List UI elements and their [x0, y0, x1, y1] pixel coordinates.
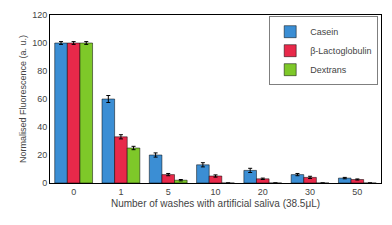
- svg-text:β-Lactoglobulin: β-Lactoglobulin: [310, 46, 371, 56]
- svg-text:50: 50: [352, 187, 362, 197]
- svg-text:Dextrans: Dextrans: [310, 65, 347, 75]
- svg-text:0: 0: [71, 187, 76, 197]
- svg-text:10: 10: [210, 187, 220, 197]
- svg-text:80: 80: [37, 66, 47, 76]
- svg-text:100: 100: [32, 38, 47, 48]
- svg-text:60: 60: [37, 94, 47, 104]
- svg-text:120: 120: [32, 10, 47, 20]
- svg-text:Normalised Fluorescence (a. u.: Normalised Fluorescence (a. u.): [18, 35, 28, 163]
- svg-text:1: 1: [118, 187, 123, 197]
- svg-text:20: 20: [258, 187, 268, 197]
- svg-text:Casein: Casein: [310, 27, 338, 37]
- svg-text:0: 0: [42, 178, 47, 188]
- svg-text:Number of washes with artifici: Number of washes with artificial saliva …: [111, 198, 320, 209]
- svg-text:30: 30: [305, 187, 315, 197]
- svg-text:20: 20: [37, 150, 47, 160]
- svg-text:5: 5: [166, 187, 171, 197]
- svg-text:40: 40: [37, 122, 47, 132]
